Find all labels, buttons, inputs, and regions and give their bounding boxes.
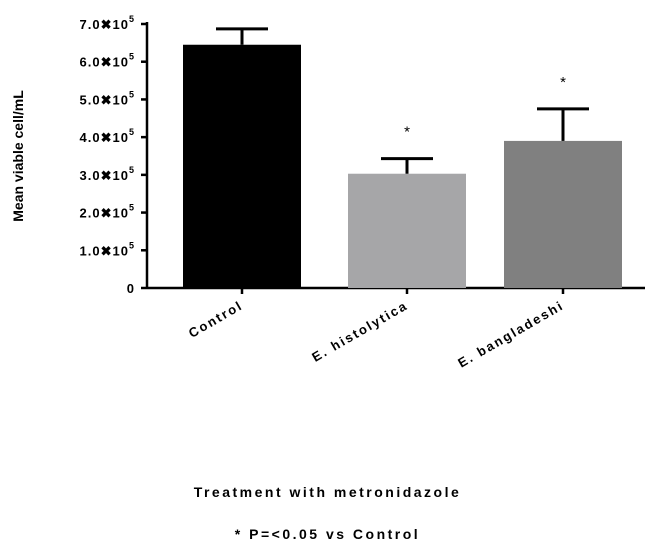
y-tick-label: 1.0✖105 — [80, 240, 135, 258]
x-tick-label: Control — [186, 298, 246, 341]
y-tick-exponent: 5 — [129, 240, 135, 250]
y-tick-exponent: 5 — [129, 165, 135, 175]
y-tick-label: 2.0✖105 — [80, 203, 135, 221]
y-tick-exponent: 5 — [129, 127, 135, 137]
error-bars — [216, 27, 589, 174]
y-tick-exponent: 5 — [129, 203, 135, 213]
y-tick-label: 0 — [127, 281, 135, 296]
y-axis-title: Mean viable cell/mL — [10, 90, 26, 222]
y-tick-label: 6.0✖105 — [80, 52, 135, 70]
y-tick-exponent: 5 — [129, 52, 135, 62]
y-tick-label: 7.0✖105 — [80, 14, 135, 32]
x-tick-label: E. histolytica — [309, 298, 410, 365]
y-tick-label: 5.0✖105 — [80, 89, 135, 107]
bar-chart: 0 1.0✖105 2.0✖105 3.0✖105 4.0✖105 5.0✖105 6.0✖… — [10, 14, 645, 371]
bar-3 — [504, 140, 622, 288]
bar-2 — [348, 173, 466, 288]
y-tick-label: 4.0✖105 — [80, 127, 135, 145]
significance-footnote: * P=<0.05 vs Control — [234, 526, 421, 542]
y-tick-exponent: 5 — [129, 14, 135, 24]
x-tick-label: E. bangladeshi — [455, 298, 566, 371]
x-axis-title: Treatment with metronidazole — [193, 484, 462, 500]
bar-1 — [183, 44, 301, 288]
significance-marker: * — [560, 74, 566, 91]
significance-marker: * — [404, 124, 410, 141]
bars — [183, 44, 622, 288]
y-tick-label: 3.0✖105 — [80, 165, 135, 183]
y-tick-exponent: 5 — [129, 89, 135, 99]
